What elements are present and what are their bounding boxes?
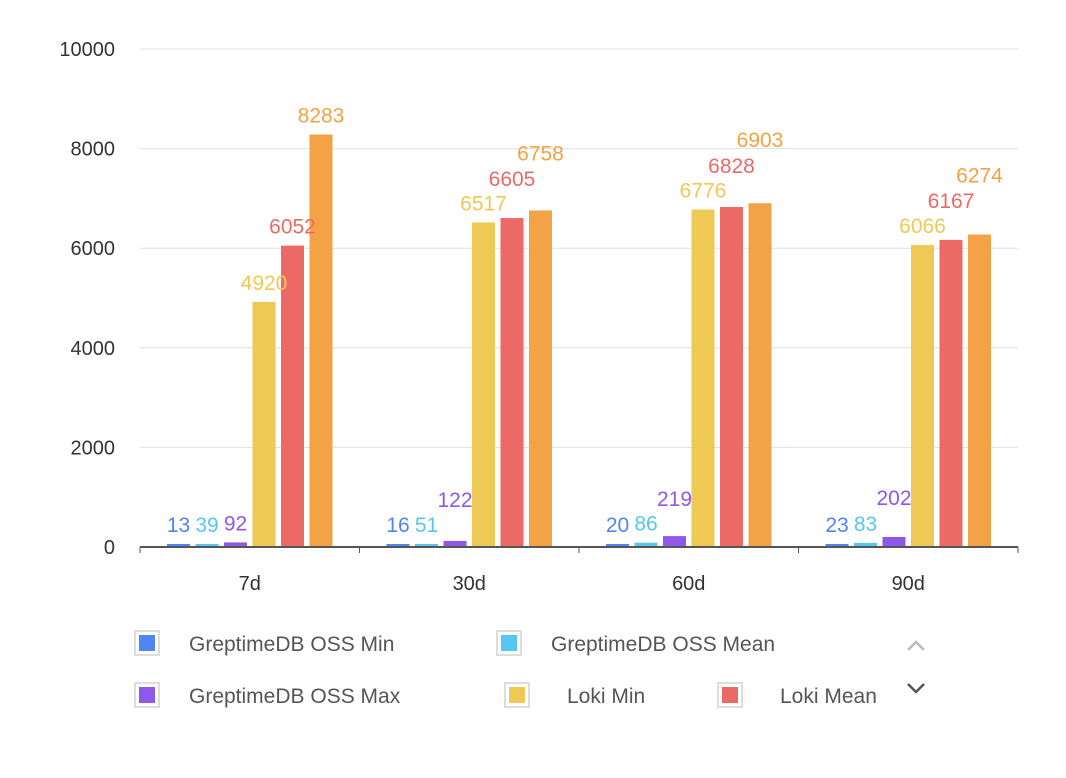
bar[interactable] — [386, 544, 410, 547]
legend-item[interactable]: Loki Mean — [717, 682, 877, 708]
bar[interactable] — [415, 544, 438, 547]
legend-swatch — [509, 687, 525, 703]
legend-label: GreptimeDB OSS Min — [189, 633, 394, 656]
data-label: 6776 — [680, 180, 727, 203]
data-label: 202 — [876, 487, 911, 510]
bar[interactable] — [281, 245, 304, 547]
bar[interactable] — [195, 544, 219, 547]
bar[interactable] — [634, 542, 658, 547]
legend-label: Loki Mean — [780, 685, 877, 708]
x-tick-label: 60d — [672, 573, 705, 595]
legend-item[interactable]: Loki Min — [504, 682, 645, 708]
y-tick-label: 10000 — [59, 39, 115, 61]
data-label: 51 — [415, 514, 438, 537]
bar[interactable] — [939, 239, 963, 547]
bar[interactable] — [854, 542, 877, 547]
data-label: 6052 — [269, 216, 316, 239]
y-tick-label: 2000 — [71, 437, 116, 459]
legend-swatch — [139, 635, 155, 651]
y-tick-label: 8000 — [71, 139, 116, 161]
chevron-up-icon[interactable] — [907, 640, 925, 651]
data-label: 6167 — [928, 190, 975, 213]
chevron-down-icon[interactable] — [907, 683, 925, 694]
data-label: 23 — [825, 514, 848, 537]
x-tick-label: 7d — [239, 573, 261, 595]
legend-label: GreptimeDB OSS Max — [189, 685, 401, 708]
data-label: 6758 — [517, 142, 564, 165]
data-label: 8283 — [298, 105, 345, 128]
bar[interactable] — [882, 536, 906, 547]
data-label: 6517 — [460, 192, 507, 215]
data-label: 13 — [167, 514, 190, 537]
legend-item[interactable]: GreptimeDB OSS Max — [134, 682, 401, 708]
bar[interactable] — [968, 234, 991, 547]
legend-swatch — [501, 635, 517, 651]
bar[interactable] — [663, 536, 686, 547]
data-label: 86 — [634, 513, 657, 536]
data-label: 39 — [195, 514, 218, 537]
data-label: 16 — [386, 514, 409, 537]
bar[interactable] — [825, 544, 849, 547]
legend-label: GreptimeDB OSS Mean — [551, 633, 775, 656]
bar[interactable] — [748, 203, 772, 548]
bar[interactable] — [691, 209, 715, 547]
data-label: 4920 — [241, 272, 288, 295]
legend-item[interactable]: GreptimeDB OSS Min — [134, 630, 394, 656]
legend-label: Loki Min — [567, 685, 645, 708]
data-label: 6828 — [708, 155, 755, 178]
legend-swatch — [139, 687, 155, 703]
legend-item[interactable]: GreptimeDB OSS Mean — [496, 630, 775, 656]
data-label: 219 — [657, 488, 692, 511]
bar[interactable] — [472, 222, 495, 547]
data-label: 20 — [606, 514, 629, 537]
bar[interactable] — [606, 544, 629, 547]
bar[interactable] — [500, 218, 524, 548]
data-label: 6274 — [956, 165, 1003, 188]
data-label: 122 — [437, 489, 472, 512]
x-tick-label: 90d — [892, 573, 925, 595]
data-label: 83 — [854, 513, 877, 536]
bar[interactable] — [224, 542, 247, 547]
data-label: 6605 — [489, 168, 536, 191]
bar[interactable] — [252, 301, 276, 547]
y-tick-label: 0 — [104, 537, 115, 559]
data-label: 92 — [224, 512, 247, 535]
x-tick-label: 30d — [453, 573, 486, 595]
bar[interactable] — [529, 210, 552, 547]
data-label: 6903 — [737, 129, 784, 152]
y-tick-label: 6000 — [71, 238, 116, 260]
bar[interactable] — [720, 206, 743, 547]
bar[interactable] — [167, 544, 190, 547]
bar[interactable] — [309, 134, 333, 548]
data-label: 6066 — [899, 215, 946, 238]
y-tick-label: 4000 — [71, 338, 116, 360]
bar[interactable] — [443, 540, 467, 547]
legend-swatch — [722, 687, 738, 703]
bar[interactable] — [911, 244, 934, 547]
